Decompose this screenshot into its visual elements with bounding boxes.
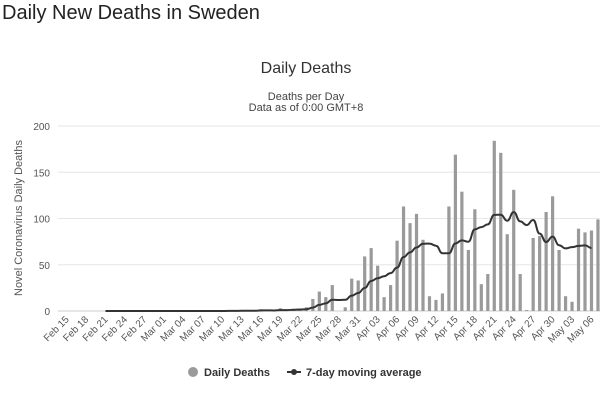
y-tick-label: 200 [33,122,50,133]
bar[interactable] [460,191,464,311]
bar[interactable] [356,280,360,311]
bar[interactable] [525,310,529,311]
line-series [105,211,592,312]
bar[interactable] [492,140,496,311]
chart-subtitle-2: Data as of 0:00 GMT+8 [249,102,364,114]
bar[interactable] [583,232,587,311]
bar[interactable] [486,274,490,311]
legend-item-daily-deaths[interactable]: Daily Deaths [188,367,270,379]
bar[interactable] [369,248,373,311]
legend[interactable]: Daily Deaths 7-day moving average [188,367,422,379]
bar[interactable] [414,213,419,311]
bar[interactable] [311,298,315,311]
bar[interactable] [389,285,393,311]
bar[interactable] [518,274,522,311]
bar[interactable] [330,285,334,311]
bar[interactable] [505,234,509,311]
bar[interactable] [440,293,445,311]
bar[interactable] [453,154,457,311]
bar[interactable] [401,206,406,311]
legend-item-moving-average[interactable]: 7-day moving average [287,367,422,379]
bar[interactable] [317,291,321,311]
page-title: Daily New Deaths in Sweden [2,2,260,24]
bar[interactable] [570,301,574,311]
bar[interactable] [343,307,347,311]
bar[interactable] [589,230,594,311]
bar[interactable] [551,196,555,311]
bar[interactable] [479,284,483,311]
bar[interactable] [376,265,380,311]
moving-average-line[interactable] [105,211,592,312]
y-axis-label: Novel Coronavirus Daily Deaths [13,140,25,296]
bar[interactable] [427,296,432,311]
chart-subtitle-1: Deaths per Day [268,91,345,103]
y-tick-label: 0 [44,307,50,318]
bar[interactable] [395,240,399,311]
bar[interactable] [421,239,425,311]
bar[interactable] [434,299,438,311]
y-tick-label: 150 [33,168,50,179]
bar[interactable] [363,256,367,311]
bar[interactable] [538,236,542,311]
bar[interactable] [466,249,470,311]
y-axis-ticks: 0 50 100 150 200 [33,122,50,318]
bar[interactable] [557,249,561,311]
bar[interactable] [382,297,386,311]
bar-series [227,140,600,311]
bar[interactable] [531,237,535,311]
bar[interactable] [447,206,451,311]
y-tick-label: 50 [39,261,51,272]
bar[interactable] [408,223,412,311]
bar[interactable] [544,212,548,311]
chart-title: Daily Deaths [261,60,352,77]
bar[interactable] [596,219,600,311]
legend-bar-marker-icon [188,367,198,377]
legend-label-daily-deaths: Daily Deaths [204,367,270,379]
bar[interactable] [499,152,503,311]
legend-line-dot-icon [291,369,297,375]
y-tick-label: 100 [33,215,50,226]
legend-label-moving-average: 7-day moving average [306,367,422,379]
bar[interactable] [576,228,581,311]
bar[interactable] [563,296,568,311]
bar[interactable] [512,189,516,311]
bar[interactable] [473,209,477,311]
